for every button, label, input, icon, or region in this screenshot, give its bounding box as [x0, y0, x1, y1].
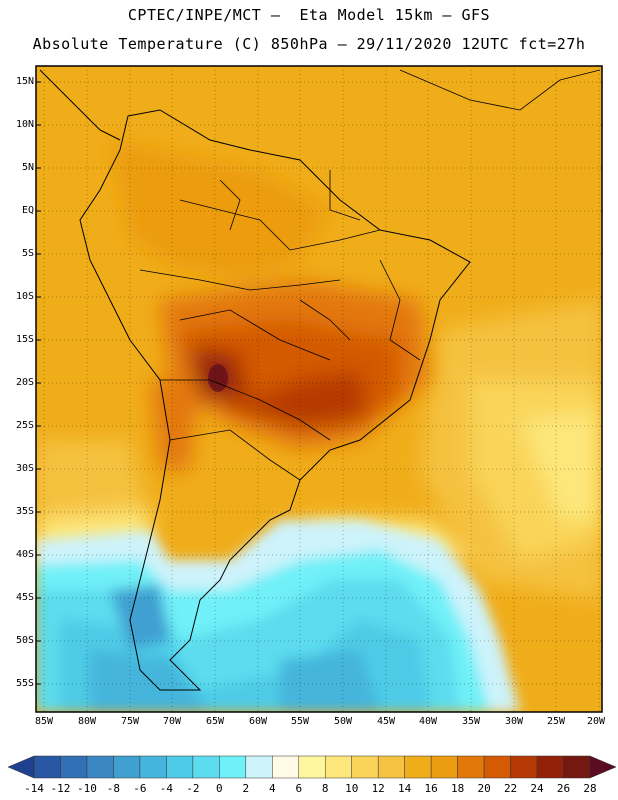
colorbar-tick-label: 14: [398, 782, 412, 795]
colorbar-tick-label: 18: [450, 782, 465, 795]
colorbar-swatch: [60, 755, 88, 779]
lat-label-5s: 5S: [21, 248, 34, 259]
lat-label-35s: 35S: [15, 506, 34, 517]
lat-label-50s: 50S: [15, 635, 34, 646]
colorbar-tick-label: 22: [503, 782, 518, 795]
colorbar-swatch: [536, 755, 564, 779]
colorbar-swatch: [457, 755, 485, 779]
colorbar-swatch: [324, 755, 352, 779]
colorbar-tick-label: -14: [24, 782, 44, 795]
lon-label-45w: 45W: [376, 716, 396, 727]
temperature-field: [36, 66, 602, 712]
lon-label-35w: 35W: [461, 716, 481, 727]
lat-label-30s: 30S: [15, 463, 34, 474]
south-america-coastline: [79, 109, 471, 691]
colorbar-swatch: [33, 755, 61, 779]
colorbar-swatch: [86, 755, 114, 779]
lat-label-5n: 5N: [21, 162, 34, 173]
lat-label-45s: 45S: [15, 592, 34, 603]
colorbar-tick-label: 12: [371, 782, 385, 795]
title-line-1: CPTEC/INPE/MCT – Eta Model 15km – GFS: [127, 6, 491, 24]
colorbar-swatch: [483, 755, 511, 779]
colorbar-swatch: [510, 755, 538, 779]
lon-label-85w: 85W: [34, 716, 54, 727]
colorbar-swatch: [430, 755, 458, 779]
colorbar-tick-label: -4: [159, 782, 173, 795]
colorbar-tick-label: 24: [530, 782, 544, 795]
colorbar-swatch: [563, 755, 591, 779]
colorbar-arrow-high: [589, 755, 617, 779]
lon-label-55w: 55W: [290, 716, 310, 727]
colorbar-swatch: [351, 755, 379, 779]
colorbar: [7, 755, 617, 779]
title-line-2: Absolute Temperature (C) 850hPa – 29/11/…: [32, 35, 586, 53]
lat-label-10n: 10N: [15, 119, 34, 130]
lon-label-20w: 20W: [586, 716, 606, 727]
colorbar-tick-label: -2: [186, 782, 200, 795]
colorbar-tick-label: -10: [77, 782, 97, 795]
colorbar-tick-label: 28: [583, 782, 597, 795]
lat-label-10s: 10S: [15, 291, 34, 302]
colorbar-tick-label: 2: [242, 782, 250, 795]
colorbar-swatch: [139, 755, 167, 779]
colorbar-tick-label: 0: [216, 782, 223, 795]
colorbar-swatch: [219, 755, 247, 779]
colorbar-swatch: [192, 755, 220, 779]
colorbar-swatch: [404, 755, 432, 779]
colorbar-tick-label: -8: [106, 782, 121, 795]
colorbar-tick-label: 16: [424, 782, 438, 795]
colorbar-swatch: [377, 755, 405, 779]
map-frame: [35, 65, 603, 713]
lon-label-30w: 30W: [504, 716, 524, 727]
colorbar-tick-label: 26: [556, 782, 571, 795]
colorbar-swatch: [298, 755, 326, 779]
colorbar-swatch: [272, 755, 300, 779]
lat-label-20s: 20S: [15, 377, 34, 388]
colorbar-swatch: [166, 755, 194, 779]
lat-label-eq: EQ: [21, 205, 34, 216]
lon-label-70w: 70W: [162, 716, 182, 727]
lon-label-40w: 40W: [418, 716, 438, 727]
lat-label-25s: 25S: [15, 420, 34, 431]
lon-label-75w: 75W: [120, 716, 140, 727]
lon-label-25w: 25W: [546, 716, 566, 727]
lat-label-15n: 15N: [15, 76, 34, 87]
lon-label-50w: 50W: [333, 716, 353, 727]
lat-label-40s: 40S: [15, 549, 34, 560]
colorbar-arrow-low: [7, 755, 35, 779]
lon-label-80w: 80W: [77, 716, 97, 727]
lat-label-55s: 55S: [15, 678, 34, 689]
lat-label-15s: 15S: [15, 334, 34, 345]
colorbar-tick-label: 20: [477, 782, 491, 795]
colorbar-tick-label: 6: [295, 782, 303, 795]
colorbar-tick-label: 4: [268, 782, 276, 795]
lon-label-60w: 60W: [248, 716, 268, 727]
lon-label-65w: 65W: [205, 716, 225, 727]
colorbar-tick-label: -6: [133, 782, 147, 795]
colorbar-swatch: [245, 755, 273, 779]
colorbar-tick-label: 10: [345, 782, 359, 795]
colorbar-tick-label: -12: [50, 782, 71, 795]
colorbar-swatch: [113, 755, 141, 779]
country-borders: [139, 170, 421, 481]
colorbar-tick-label: 8: [321, 782, 329, 795]
